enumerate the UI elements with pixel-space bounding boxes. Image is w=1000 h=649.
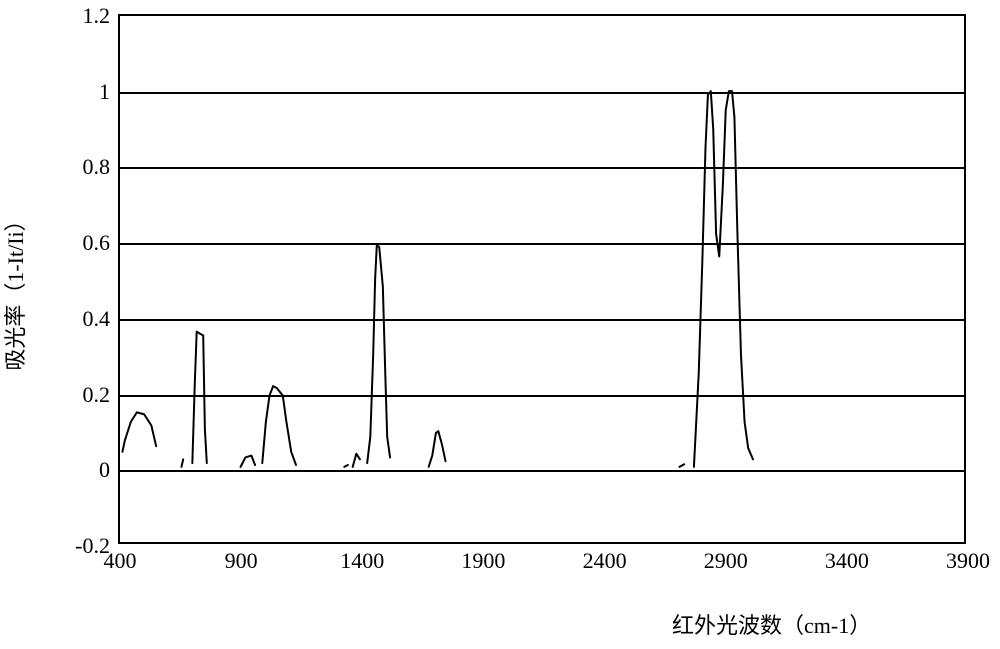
gridline <box>120 319 964 321</box>
gridline <box>120 395 964 397</box>
gridline <box>120 92 964 94</box>
x-tick-label: 1400 <box>340 548 384 574</box>
x-tick-label: 2400 <box>583 548 627 574</box>
data-line <box>120 16 964 542</box>
y-tick-label: 0.6 <box>83 230 111 256</box>
y-tick-label: 1.2 <box>83 3 111 29</box>
y-tick-label: 0 <box>99 457 110 483</box>
plot-area: -0.200.20.40.60.811.24009001400190024002… <box>118 14 966 544</box>
gridline <box>120 243 964 245</box>
ir-spectrum-chart: -0.200.20.40.60.811.24009001400190024002… <box>0 0 1000 649</box>
y-tick-label: 1 <box>99 79 110 105</box>
x-tick-label: 2900 <box>704 548 748 574</box>
y-tick-label: 0.4 <box>83 306 111 332</box>
y-tick-label: 0.8 <box>83 154 111 180</box>
x-tick-label: 400 <box>104 548 137 574</box>
y-axis-label: 吸光率（1-It/Ii） <box>0 209 30 370</box>
x-tick-label: 3900 <box>946 548 990 574</box>
x-tick-label: 1900 <box>461 548 505 574</box>
x-tick-label: 3400 <box>825 548 869 574</box>
gridline <box>120 167 964 169</box>
gridline <box>120 470 964 472</box>
y-tick-label: 0.2 <box>83 382 111 408</box>
x-axis-label: 红外光波数（cm-1） <box>672 608 871 640</box>
x-tick-label: 900 <box>225 548 258 574</box>
